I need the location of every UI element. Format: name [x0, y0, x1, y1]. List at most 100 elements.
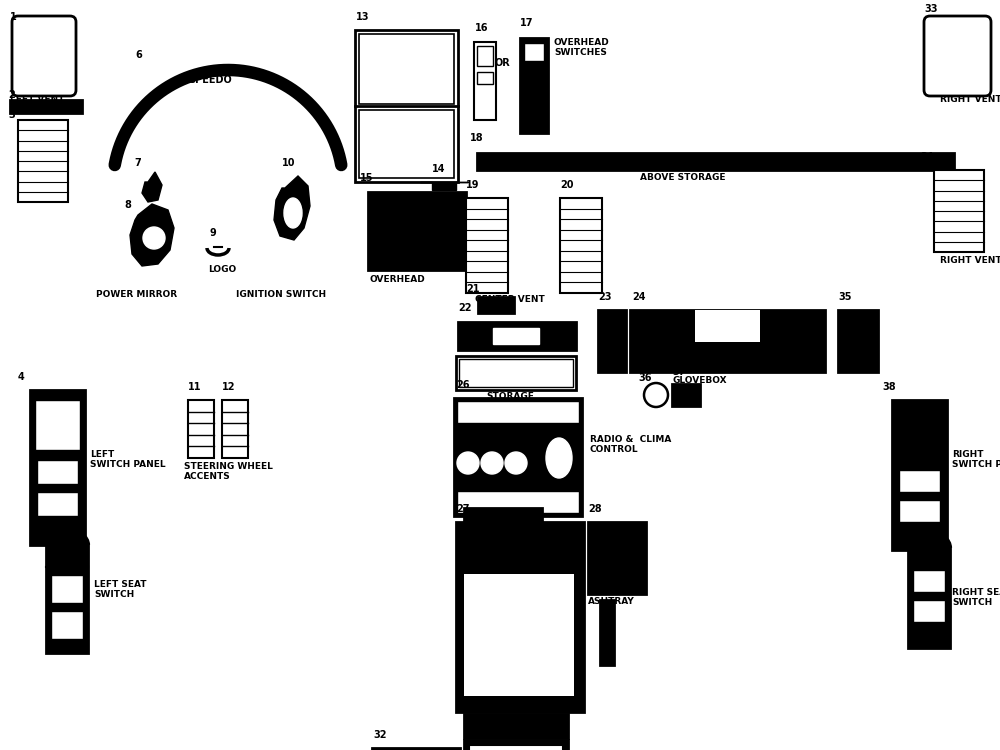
Text: 9: 9 — [210, 228, 217, 238]
Bar — [472, 748, 560, 750]
Bar — [934, 170, 984, 252]
Text: 8: 8 — [124, 200, 131, 210]
Bar — [464, 740, 568, 750]
Bar — [899, 500, 940, 522]
Text: 27: 27 — [456, 504, 470, 514]
Text: 22: 22 — [458, 303, 472, 313]
Bar — [477, 46, 493, 66]
Bar — [51, 611, 83, 639]
Text: RIGHT VENT: RIGHT VENT — [940, 95, 1000, 104]
Text: 37: 37 — [672, 367, 686, 377]
Text: OVERHEAD
SWITCHES: OVERHEAD SWITCHES — [554, 38, 610, 58]
Circle shape — [481, 452, 503, 474]
Bar — [892, 400, 947, 550]
Circle shape — [505, 452, 527, 474]
Bar — [478, 297, 514, 313]
Text: 4: 4 — [18, 372, 25, 382]
Bar — [37, 492, 78, 516]
Text: 2: 2 — [8, 90, 15, 100]
Text: RIGHT
SWITCH PANEL: RIGHT SWITCH PANEL — [952, 450, 1000, 470]
Text: 29: 29 — [590, 585, 604, 595]
Bar — [600, 600, 614, 665]
Text: 24: 24 — [632, 292, 646, 302]
Text: 39: 39 — [902, 530, 916, 540]
Bar — [37, 460, 78, 484]
Text: 32: 32 — [373, 730, 386, 740]
Text: 5: 5 — [38, 527, 45, 537]
Bar — [838, 310, 878, 372]
Text: STORAGE: STORAGE — [486, 392, 534, 401]
Bar — [30, 390, 85, 545]
Text: 1: 1 — [10, 12, 17, 22]
Text: 30: 30 — [455, 696, 468, 706]
Text: 17: 17 — [520, 18, 534, 28]
Text: 16: 16 — [475, 23, 488, 33]
Text: ABOVE STORAGE: ABOVE STORAGE — [640, 173, 726, 182]
Bar — [464, 508, 542, 522]
Bar — [493, 328, 539, 344]
Bar — [456, 356, 576, 390]
Text: RADIO &  CLIMA
CONTROL: RADIO & CLIMA CONTROL — [590, 435, 671, 454]
Text: CONSOLE: CONSOLE — [471, 715, 519, 724]
Bar — [18, 120, 68, 202]
Bar — [458, 322, 576, 350]
Text: POWER MIRROR: POWER MIRROR — [96, 290, 177, 299]
Polygon shape — [130, 204, 174, 266]
Bar — [908, 548, 950, 648]
Text: 18: 18 — [470, 133, 484, 143]
Ellipse shape — [284, 198, 302, 228]
Bar — [51, 575, 83, 603]
Bar — [466, 198, 508, 293]
Text: OR: OR — [494, 58, 510, 68]
Text: RIGHT VENT: RIGHT VENT — [940, 256, 1000, 265]
Bar — [188, 400, 214, 458]
Polygon shape — [420, 182, 468, 190]
Polygon shape — [274, 176, 310, 240]
Bar — [372, 748, 460, 750]
Bar — [913, 600, 945, 622]
Text: 35: 35 — [838, 292, 852, 302]
Bar — [454, 398, 582, 516]
Bar — [464, 714, 568, 738]
Bar — [359, 34, 454, 104]
Text: LEFT
SWITCH PANEL: LEFT SWITCH PANEL — [90, 450, 166, 470]
Text: IGNITION SWITCH: IGNITION SWITCH — [236, 290, 326, 299]
Text: 14: 14 — [432, 164, 446, 174]
Bar — [457, 491, 579, 513]
Bar — [474, 42, 496, 120]
Text: CENTER VENT: CENTER VENT — [475, 295, 545, 304]
Bar — [524, 43, 544, 61]
Bar — [355, 30, 458, 182]
Bar — [459, 359, 573, 387]
Bar — [588, 522, 646, 594]
FancyBboxPatch shape — [12, 16, 76, 96]
Bar — [46, 545, 88, 653]
Text: SPEEDO: SPEEDO — [188, 75, 232, 85]
Text: 36: 36 — [638, 373, 652, 383]
Text: LEFT VENT: LEFT VENT — [10, 95, 64, 104]
Bar — [520, 38, 548, 133]
Text: 28: 28 — [588, 504, 602, 514]
Text: GLOVEBOX: GLOVEBOX — [673, 376, 727, 385]
Text: 26: 26 — [456, 380, 470, 390]
Bar — [359, 110, 454, 178]
Text: STEERING WHEEL
ACCENTS: STEERING WHEEL ACCENTS — [184, 462, 273, 482]
Bar — [222, 400, 248, 458]
Bar — [368, 192, 466, 270]
Text: 34: 34 — [920, 152, 934, 162]
Text: OVERHEAD: OVERHEAD — [370, 275, 426, 284]
Text: 33: 33 — [924, 4, 938, 14]
Circle shape — [457, 452, 479, 474]
Text: 3: 3 — [8, 110, 15, 120]
Text: 20: 20 — [560, 180, 574, 190]
Bar — [456, 522, 584, 712]
Bar — [457, 401, 579, 423]
Text: 31: 31 — [465, 723, 479, 733]
Text: RIGHT SEAT
SWITCH: RIGHT SEAT SWITCH — [952, 588, 1000, 608]
Bar — [560, 198, 602, 293]
Text: 15: 15 — [360, 173, 374, 183]
Circle shape — [644, 383, 668, 407]
Text: 7: 7 — [134, 158, 141, 168]
Bar — [477, 72, 493, 84]
Ellipse shape — [546, 438, 572, 478]
